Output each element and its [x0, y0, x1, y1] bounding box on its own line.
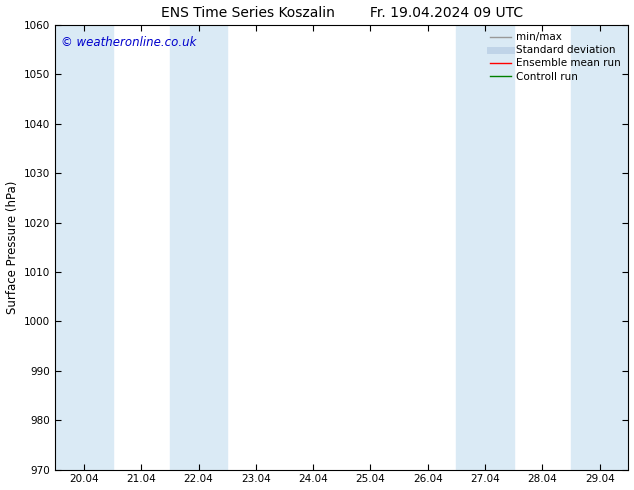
- Bar: [571, 25, 628, 469]
- Legend: min/max, Standard deviation, Ensemble mean run, Controll run: min/max, Standard deviation, Ensemble me…: [486, 28, 625, 86]
- Bar: [170, 25, 227, 469]
- Text: © weatheronline.co.uk: © weatheronline.co.uk: [61, 36, 197, 49]
- Bar: [456, 25, 514, 469]
- Title: ENS Time Series Koszalin        Fr. 19.04.2024 09 UTC: ENS Time Series Koszalin Fr. 19.04.2024 …: [161, 5, 523, 20]
- Y-axis label: Surface Pressure (hPa): Surface Pressure (hPa): [6, 180, 18, 314]
- Bar: [55, 25, 113, 469]
